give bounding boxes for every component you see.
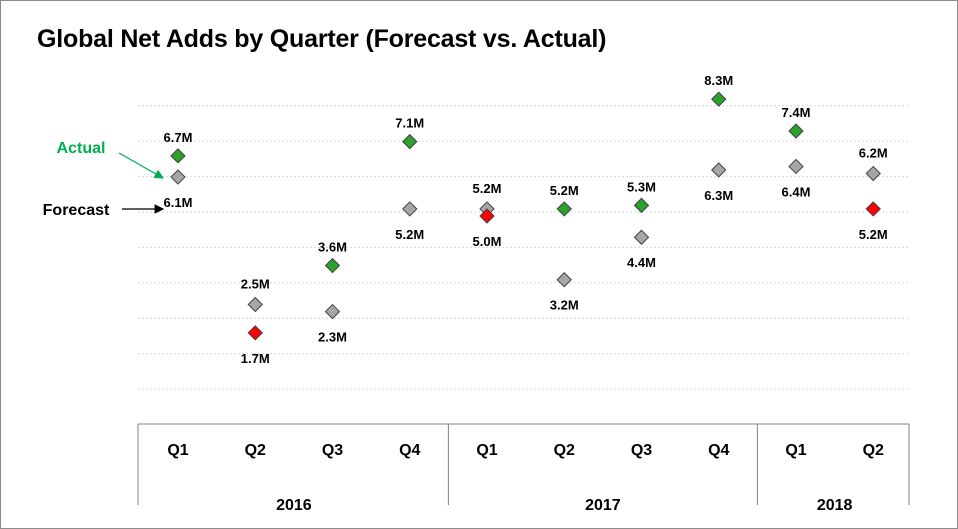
- actual-marker: [865, 201, 881, 217]
- forecast-marker: [170, 169, 186, 185]
- forecast-data-label: 6.1M: [164, 195, 193, 210]
- forecast-marker: [711, 162, 727, 178]
- forecast-data-label: 2.5M: [241, 277, 270, 292]
- category-tick-label: Q3: [322, 442, 343, 459]
- actual-marker: [324, 257, 341, 274]
- forecast-data-label: 6.3M: [704, 188, 733, 203]
- forecast-data-label: 5.2M: [395, 227, 424, 242]
- forecast-data-label: 4.4M: [627, 255, 656, 270]
- actual-marker: [170, 148, 186, 164]
- actual-data-label: 1.7M: [241, 351, 270, 366]
- actual-marker: [479, 208, 495, 224]
- year-label: 2016: [276, 497, 312, 514]
- forecast-marker: [865, 165, 881, 182]
- data-markers: 6.1M 6.7M 2.5M 1.7M 2.3M 3.6M 5.2M 7.1M 5.2M 5.0M…: [164, 73, 888, 366]
- annotations: Actual Forecast: [43, 140, 165, 219]
- actual-marker: [556, 201, 572, 217]
- forecast-marker: [556, 272, 572, 288]
- forecast-data-label: 5.2M: [473, 181, 502, 196]
- year-label: 2018: [817, 497, 853, 514]
- forecast-marker: [788, 158, 804, 175]
- actual-marker: [247, 325, 263, 341]
- actual-data-label: 6.7M: [164, 130, 193, 145]
- chart-title: Global Net Adds by Quarter (Forecast vs.…: [37, 25, 607, 53]
- category-tick-label: Q2: [554, 442, 575, 459]
- category-tick-label: Q1: [167, 442, 188, 459]
- forecast-marker: [633, 229, 650, 245]
- actual-data-label: 7.4M: [782, 105, 811, 120]
- actual-data-label: 3.6M: [318, 240, 347, 255]
- actual-data-label: 5.0M: [473, 234, 502, 249]
- forecast-marker: [324, 303, 341, 320]
- actual-data-label: 5.2M: [859, 227, 888, 242]
- category-tick-label: Q2: [863, 442, 884, 459]
- actual-marker: [711, 91, 727, 107]
- actual-data-label: 5.2M: [550, 183, 579, 198]
- forecast-data-label: 6.2M: [859, 146, 888, 161]
- forecast-annotation-label: Forecast: [43, 202, 110, 219]
- gridlines: [138, 105, 909, 390]
- x-axis: 2016 2017 2018 Q1 Q2 Q3 Q4 Q1 Q2 Q3 Q4 Q1 Q2: [137, 423, 910, 514]
- actual-annotation-arrow: [118, 152, 165, 179]
- category-tick-label: Q1: [476, 442, 497, 459]
- forecast-data-label: 6.4M: [782, 184, 811, 199]
- forecast-marker: [402, 201, 418, 217]
- category-tick-label: Q2: [245, 442, 266, 459]
- actual-annotation-label: Actual: [57, 140, 106, 157]
- forecast-data-label: 2.3M: [318, 330, 347, 345]
- actual-marker: [788, 123, 804, 139]
- year-label: 2017: [585, 497, 621, 514]
- actual-marker: [402, 133, 418, 150]
- forecast-data-label: 3.2M: [550, 298, 579, 313]
- actual-data-label: 7.1M: [395, 116, 424, 131]
- actual-data-label: 5.3M: [627, 179, 656, 194]
- actual-marker: [633, 197, 650, 214]
- category-tick-label: Q3: [631, 442, 652, 459]
- forecast-marker: [247, 296, 263, 313]
- category-tick-label: Q1: [785, 442, 806, 459]
- actual-data-label: 8.3M: [704, 73, 733, 88]
- category-tick-label: Q4: [399, 442, 420, 459]
- category-tick-label: Q4: [708, 442, 729, 459]
